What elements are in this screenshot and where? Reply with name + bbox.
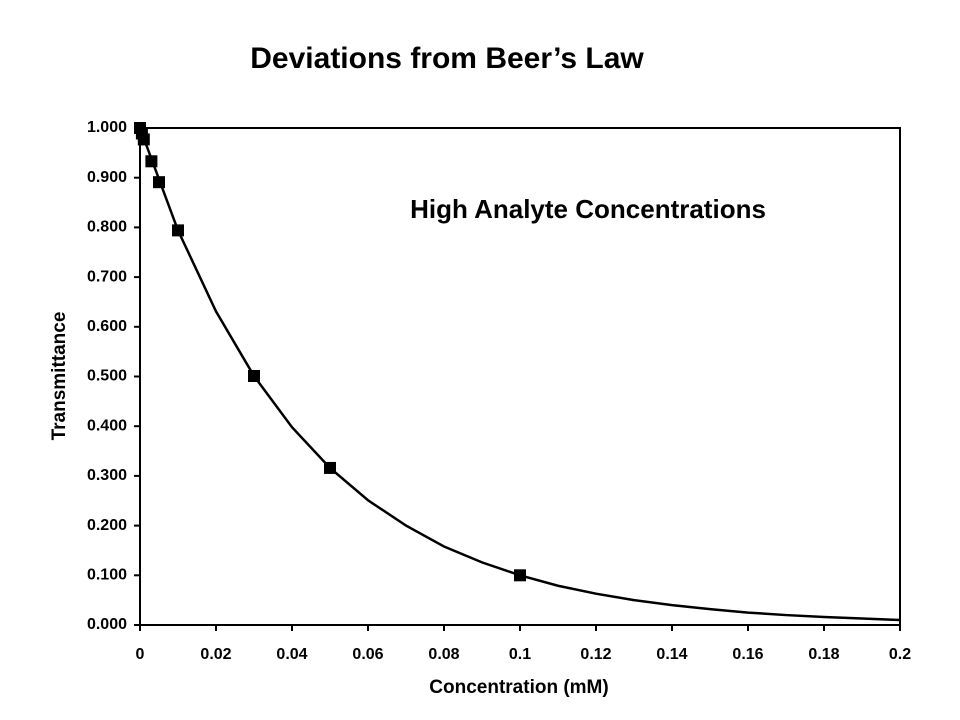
y-tick-label: 0.900	[87, 169, 127, 186]
x-tick-label: 0.2	[889, 646, 911, 663]
y-tick-label: 0.800	[87, 219, 127, 236]
x-tick-label: 0.08	[428, 646, 459, 663]
chart-title: Deviations from Beer’s Law	[250, 42, 644, 75]
y-tick-label: 0.500	[87, 368, 127, 385]
y-tick-label: 0.700	[87, 268, 127, 285]
x-tick-label: 0.14	[656, 646, 687, 663]
y-tick-label: 0.100	[87, 567, 127, 584]
fit-curve	[138, 127, 901, 622]
x-tick-label: 0.02	[200, 646, 231, 663]
x-tick-label: 0.06	[352, 646, 383, 663]
y-tick-label: 0.300	[87, 467, 127, 484]
y-tick-label: 0.200	[87, 517, 127, 534]
x-tick-label: 0	[136, 646, 145, 663]
x-tick-label: 0.04	[276, 646, 307, 663]
annotation: High Analyte Concentrations	[410, 194, 766, 224]
x-tick-label: 0.16	[732, 646, 763, 663]
x-tick-label: 0.12	[580, 646, 611, 663]
x-axis-label: Concentration (mM)	[429, 677, 608, 698]
y-axis-label: Transmittance	[49, 312, 70, 441]
y-tick-label: 1.000	[87, 119, 127, 136]
x-tick-label: 0.18	[808, 646, 839, 663]
y-tick-label: 0.000	[87, 616, 127, 633]
x-tick-label: 0.1	[509, 646, 531, 663]
y-tick-label: 0.600	[87, 318, 127, 335]
y-tick-label: 0.400	[87, 417, 127, 434]
